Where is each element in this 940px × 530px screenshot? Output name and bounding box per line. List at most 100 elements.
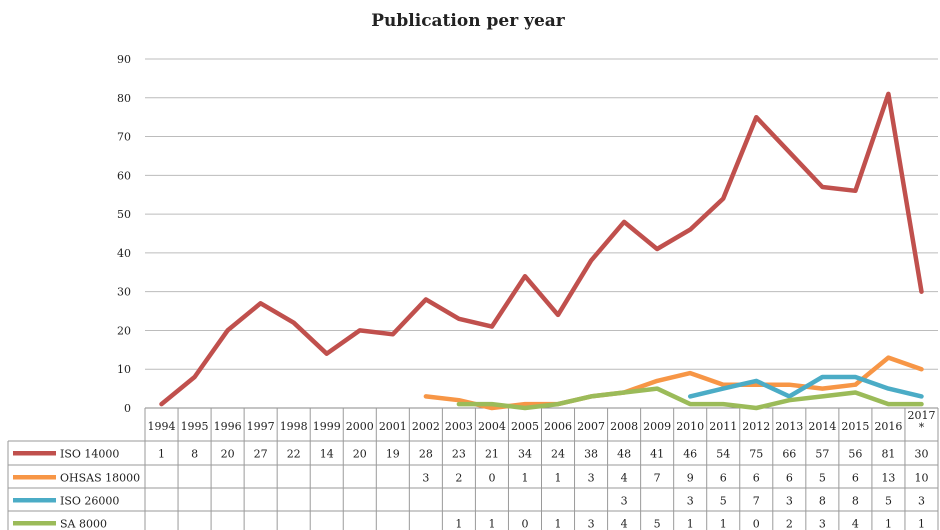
data-label: 5 <box>885 494 892 507</box>
x-tick-label: 1998 <box>280 420 308 433</box>
data-label: 13 <box>881 471 895 484</box>
data-label: 5 <box>654 517 661 530</box>
y-tick-label: 40 <box>117 247 131 260</box>
data-label: 6 <box>786 471 793 484</box>
y-tick-label: 0 <box>124 402 131 415</box>
x-tick-label: 2010 <box>676 420 704 433</box>
data-label: 7 <box>654 471 661 484</box>
data-label: 0 <box>753 517 760 530</box>
x-tick-label: 2014 <box>808 420 836 433</box>
x-tick-label: 1996 <box>214 420 242 433</box>
data-label: 24 <box>551 447 565 460</box>
legend-label: ISO 26000 <box>60 494 119 507</box>
data-label: 3 <box>687 494 694 507</box>
series-line <box>423 355 924 411</box>
data-label: 1 <box>488 517 495 530</box>
data-label: 6 <box>852 471 859 484</box>
y-tick-label: 90 <box>117 53 131 66</box>
x-tick-label: 2009 <box>643 420 671 433</box>
y-tick-label: 20 <box>117 324 131 337</box>
data-label: 4 <box>621 471 628 484</box>
x-tick-label: 1999 <box>313 420 341 433</box>
x-tick-label: * <box>919 421 925 434</box>
series-line <box>687 374 924 399</box>
data-label: 0 <box>521 517 528 530</box>
data-label: 21 <box>485 447 499 460</box>
y-axis-ticks: 0 10 20 30 40 50 60 70 80 90 <box>117 53 131 415</box>
x-tick-label: 2006 <box>544 420 572 433</box>
x-tick-label: 2002 <box>412 420 440 433</box>
x-tick-label: 2016 <box>874 420 902 433</box>
series-lines <box>159 91 924 411</box>
data-label: 38 <box>584 447 598 460</box>
data-label: 1 <box>555 517 562 530</box>
x-tick-label: 2015 <box>841 420 869 433</box>
data-label: 6 <box>753 471 760 484</box>
x-tick-label: 1995 <box>181 420 209 433</box>
data-label: 1 <box>521 471 528 484</box>
x-tick-label: 2012 <box>742 420 770 433</box>
x-tick-label: 2003 <box>445 420 473 433</box>
data-label: 46 <box>683 447 697 460</box>
data-label: 1 <box>158 447 165 460</box>
x-tick-label: 2004 <box>478 420 506 433</box>
data-label: 2 <box>455 471 462 484</box>
x-tick-label: 2000 <box>346 420 374 433</box>
x-tick-label: 2017 <box>907 409 935 422</box>
y-tick-label: 70 <box>117 131 131 144</box>
data-label: 41 <box>650 447 664 460</box>
y-tick-label: 80 <box>117 92 131 105</box>
x-tick-label: 2013 <box>775 420 803 433</box>
data-label: 0 <box>488 471 495 484</box>
series-line <box>456 386 924 411</box>
x-tick-label: 2007 <box>577 420 605 433</box>
data-label: 19 <box>386 447 400 460</box>
data-table: 1994 1995 1996 1997 1998 1999 2000 2001 2002 2003… <box>7 408 939 530</box>
data-label: 20 <box>221 447 235 460</box>
gridlines <box>145 58 938 409</box>
data-label: 20 <box>353 447 367 460</box>
data-label: 9 <box>687 471 694 484</box>
data-label: 1 <box>555 471 562 484</box>
data-label: 3 <box>588 471 595 484</box>
data-label: 5 <box>720 494 727 507</box>
data-label: 1 <box>918 517 925 530</box>
data-label: 10 <box>914 471 928 484</box>
data-label: 6 <box>720 471 727 484</box>
data-label: 2 <box>786 517 793 530</box>
data-label: 66 <box>782 447 796 460</box>
data-label: 4 <box>852 517 859 530</box>
x-tick-label: 2011 <box>709 420 737 433</box>
data-label: 7 <box>753 494 760 507</box>
x-tick-label: 2008 <box>610 420 638 433</box>
y-tick-label: 10 <box>117 363 131 376</box>
y-tick-label: 30 <box>117 286 131 299</box>
legend-label: ISO 14000 <box>60 447 119 460</box>
data-label: 30 <box>914 447 928 460</box>
y-tick-label: 60 <box>117 169 131 182</box>
data-label: 3 <box>621 494 628 507</box>
data-label: 5 <box>819 471 826 484</box>
data-label: 22 <box>287 447 301 460</box>
data-label: 3 <box>819 517 826 530</box>
data-label: 28 <box>419 447 433 460</box>
data-label: 56 <box>848 447 862 460</box>
data-label: 3 <box>588 517 595 530</box>
x-tick-label: 1994 <box>148 420 176 433</box>
data-label: 54 <box>716 447 730 460</box>
data-label: 1 <box>720 517 727 530</box>
chart-title: Publication per year <box>371 11 566 31</box>
data-label: 1 <box>687 517 694 530</box>
data-label: 81 <box>881 447 895 460</box>
data-label: 1 <box>885 517 892 530</box>
data-label: 3 <box>422 471 429 484</box>
data-label: 8 <box>852 494 859 507</box>
data-label: 1 <box>455 517 462 530</box>
x-tick-label: 2005 <box>511 420 539 433</box>
series-line <box>159 91 924 407</box>
data-label: 23 <box>452 447 466 460</box>
legend-label: OHSAS 18000 <box>60 471 140 484</box>
data-label: 34 <box>518 447 532 460</box>
data-label: 48 <box>617 447 631 460</box>
